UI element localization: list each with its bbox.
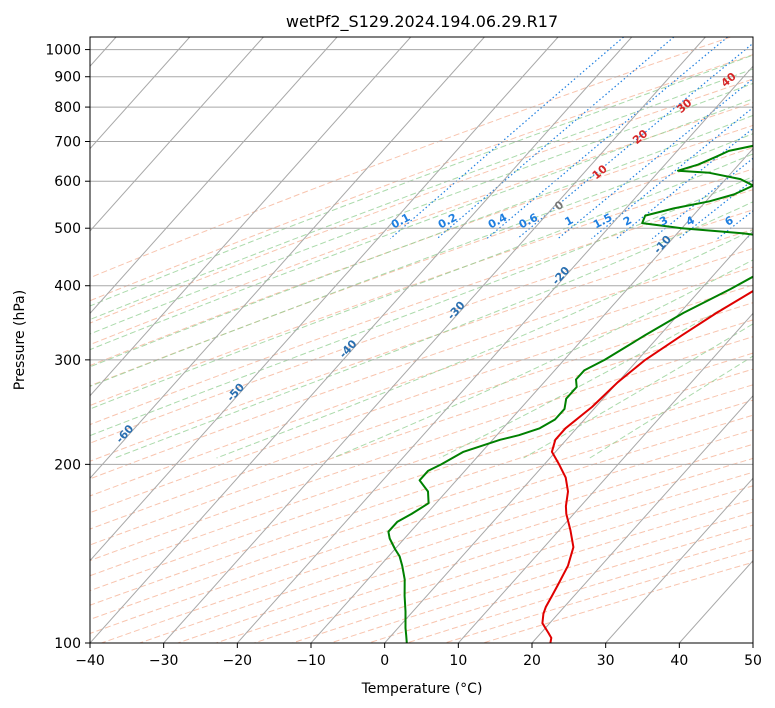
y-tick-label: 500	[54, 221, 81, 237]
isotherm-line	[90, 37, 338, 315]
dry-adiabat-line	[90, 368, 753, 592]
y-axis: 1000 900 800 700 600 500 400 300 200 100	[45, 43, 90, 652]
dry-adiabat-line	[90, 54, 753, 302]
dry-adiabat-line	[90, 124, 753, 367]
pressure-gridlines	[90, 49, 753, 643]
dry-adiabat-line	[90, 189, 753, 426]
moist-adiabat-line	[90, 82, 753, 335]
dry-adiabat-line	[90, 146, 753, 387]
isotherm-line	[90, 37, 559, 562]
isotherm-line	[90, 37, 191, 150]
isotherm-line	[310, 147, 753, 643]
y-tick-label: 800	[54, 100, 81, 116]
x-tick-label: 40	[670, 653, 688, 669]
y-tick-label: 600	[54, 174, 81, 190]
moist-adiabat-line	[216, 229, 753, 459]
isotherm-line	[457, 312, 753, 643]
x-tick-label: −10	[296, 653, 326, 669]
x-tick-label: 0	[380, 653, 389, 669]
y-tick-label: 1000	[45, 43, 81, 59]
y-tick-label: 400	[54, 279, 81, 295]
isotherm-line	[163, 37, 706, 643]
profile-series	[387, 144, 753, 643]
isotherm-line	[605, 477, 753, 643]
dry-adiabat-line	[90, 384, 753, 606]
isotherm-line	[90, 37, 264, 232]
dry-adiabat-line	[90, 336, 753, 562]
dry-adiabat-line	[90, 37, 731, 279]
y-tick-label: 200	[54, 457, 81, 473]
moist-adiabat-line	[90, 114, 753, 368]
moist-adiabat-line	[90, 176, 753, 437]
mixing-ratio-lines	[389, 37, 753, 240]
mixing-ratio-line	[517, 42, 753, 240]
isotherms	[90, 37, 753, 643]
moist-adiabat-line	[90, 133, 753, 387]
x-tick-label: −30	[149, 653, 179, 669]
isotherm-line	[384, 230, 753, 643]
isotherm-line	[236, 65, 753, 643]
x-tick-label: 20	[523, 653, 541, 669]
x-tick-label: −20	[223, 653, 253, 669]
y-tick-label: 100	[54, 636, 81, 652]
isotherm-line	[90, 37, 412, 397]
moist-adiabats	[90, 54, 753, 459]
temperature-profile-line	[541, 289, 753, 643]
dry-adiabat-line	[90, 319, 753, 546]
y-tick-label: 700	[54, 134, 81, 150]
mixing-ratio-line	[615, 127, 753, 240]
dry-adiabat-line	[90, 168, 753, 407]
plot-frame	[89, 36, 754, 644]
x-axis: −40 −30 −20 −10 0 10 20 30 40 50	[75, 643, 762, 669]
chart-title: wetPf2_S129.2024.194.06.29.R17	[286, 12, 558, 32]
x-tick-label: 50	[744, 653, 762, 669]
x-tick-label: 10	[449, 653, 467, 669]
moist-adiabat-line	[90, 68, 753, 321]
y-tick-label: 300	[54, 353, 81, 369]
x-tick-label: 30	[597, 653, 615, 669]
dry-adiabat-line	[90, 284, 753, 514]
dry-adiabat-line	[90, 266, 753, 497]
moist-adiabat-line	[90, 153, 753, 410]
isotherm-line	[90, 37, 633, 643]
y-tick-label: 900	[54, 70, 81, 86]
mixing-ratio-line	[557, 77, 753, 240]
isotherm-line	[90, 37, 485, 479]
plot-area: 0.10.20.40.611.52346810131620253036-100-…	[90, 37, 753, 643]
dry-adiabat-line	[90, 228, 753, 462]
x-tick-label: −40	[75, 653, 105, 669]
y-axis-title: Pressure (hPa)	[12, 290, 28, 390]
dewpoint-profile-line	[387, 144, 753, 643]
x-axis-title: Temperature (°C)	[361, 681, 483, 697]
mixing-ratio-line	[389, 37, 624, 240]
moist-adiabat-line	[90, 98, 753, 351]
isotherm-line	[531, 395, 753, 643]
